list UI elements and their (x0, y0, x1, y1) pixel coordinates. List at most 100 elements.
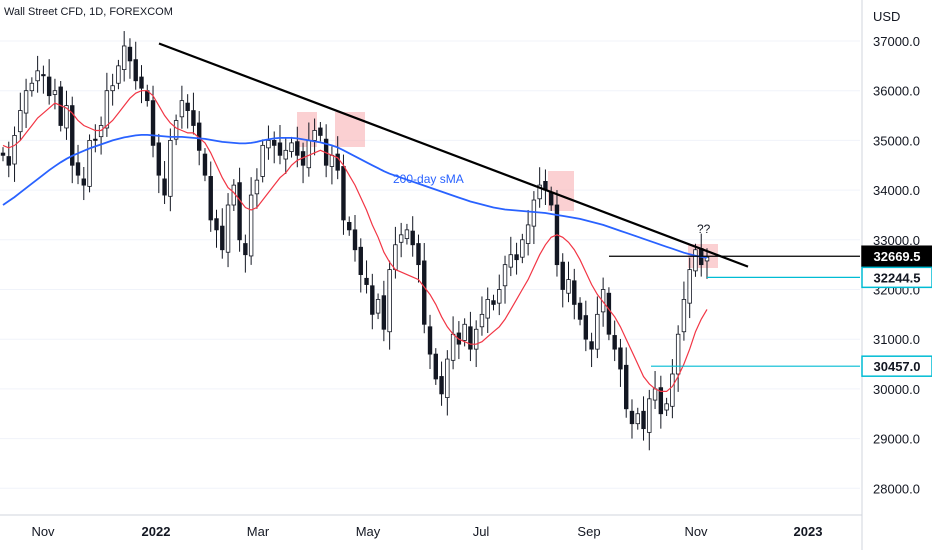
candle-body (150, 100, 156, 146)
x-tick-label: Nov (684, 524, 708, 539)
candle-body (393, 244, 398, 271)
candle-body (531, 199, 537, 227)
candle-body (358, 246, 363, 275)
sma-label: 200-day sMA (393, 172, 464, 186)
price-tag-box (861, 355, 932, 377)
x-tick-label: 2023 (794, 524, 823, 539)
candle-body (548, 192, 554, 206)
candle-body (606, 292, 612, 335)
candle-body (375, 299, 381, 314)
candle-body (583, 315, 589, 340)
candle-body (81, 178, 86, 186)
resistance-highlight (335, 112, 365, 147)
price-axis-ticks: 37000.036000.035000.034000.033000.032000… (873, 34, 920, 496)
candle-body (404, 229, 410, 239)
candle-body (185, 102, 190, 111)
candle-body (341, 166, 346, 221)
candle-body (29, 82, 35, 92)
candle-body (6, 156, 11, 166)
candle-body (485, 299, 490, 319)
candle-body (168, 139, 173, 197)
candle-body (75, 162, 81, 176)
candle-body (121, 45, 127, 70)
candle-body (133, 59, 138, 82)
candle-body (248, 194, 254, 257)
candle-body (162, 178, 167, 196)
candle-body (381, 295, 387, 330)
candle-body (439, 376, 444, 395)
candle-body (254, 179, 260, 195)
candle-body (70, 105, 75, 166)
candle-body (514, 254, 519, 261)
candle-body (635, 413, 640, 425)
candle-body (670, 373, 675, 407)
candle-body (462, 323, 467, 341)
candle-body (577, 302, 583, 320)
candle-body (208, 176, 213, 221)
candle-body (473, 328, 479, 350)
candle-body (600, 289, 606, 313)
candle-body (693, 249, 698, 272)
candle-body (491, 300, 496, 305)
grid (0, 40, 860, 489)
candle-body (139, 76, 144, 89)
candle-body (612, 335, 617, 350)
y-tick-label: 31000.0 (873, 332, 920, 347)
x-tick-label: Jul (473, 524, 490, 539)
time-axis-ticks: Nov 2022 Mar May Jul Sep Nov 2023 (31, 524, 822, 539)
candle-body (41, 74, 46, 77)
candle-body (156, 142, 162, 176)
candle-body (35, 70, 40, 82)
candle-body (647, 398, 652, 433)
candle-body (0, 152, 6, 156)
candle-body (450, 333, 456, 361)
candle-body (329, 154, 335, 167)
candle-body (652, 388, 658, 401)
candle-body (306, 139, 312, 169)
price-tag-label: 30457.0 (874, 359, 921, 374)
candles (0, 31, 710, 451)
y-tick-label: 36000.0 (873, 84, 920, 99)
candle-body (410, 230, 415, 246)
candle-body (243, 243, 248, 256)
candle-body (266, 139, 271, 149)
candle-body (364, 277, 369, 285)
sma200-line (2, 133, 708, 259)
candle-body (295, 141, 300, 156)
y-tick-label: 30000.0 (873, 382, 920, 397)
candle-body (104, 90, 110, 129)
x-tick-label: Nov (31, 524, 55, 539)
candle-body (641, 410, 646, 430)
x-tick-label: Sep (577, 524, 600, 539)
candle-body (681, 299, 687, 333)
x-tick-label: Mar (247, 524, 270, 539)
x-tick-label: May (356, 524, 381, 539)
downtrend-line (158, 42, 749, 268)
resistance-highlight (297, 112, 317, 147)
candle-body (214, 218, 219, 231)
candle-body (87, 139, 92, 187)
currency-label: USD (873, 9, 900, 24)
candle-body (220, 225, 225, 251)
y-tick-label: 28000.0 (873, 481, 920, 496)
candle-body (618, 347, 623, 370)
sma20-line (2, 90, 708, 392)
candle-body (202, 153, 208, 176)
candle-body (110, 85, 115, 92)
candle-body (398, 234, 404, 243)
candle-body (629, 410, 635, 425)
candle-body (537, 184, 542, 200)
candle-body (116, 65, 121, 84)
candle-body (422, 260, 427, 325)
price-tag-box (861, 245, 932, 267)
price-tag-box (861, 266, 932, 289)
candle-body (595, 313, 600, 350)
candle-body (52, 90, 58, 95)
candle-body (335, 153, 340, 171)
candle-body (93, 138, 98, 141)
candle-body (508, 254, 514, 268)
question-annotation: ?? (697, 222, 711, 236)
price-tag-label: 32244.5 (874, 270, 921, 285)
candle-body (289, 142, 294, 152)
